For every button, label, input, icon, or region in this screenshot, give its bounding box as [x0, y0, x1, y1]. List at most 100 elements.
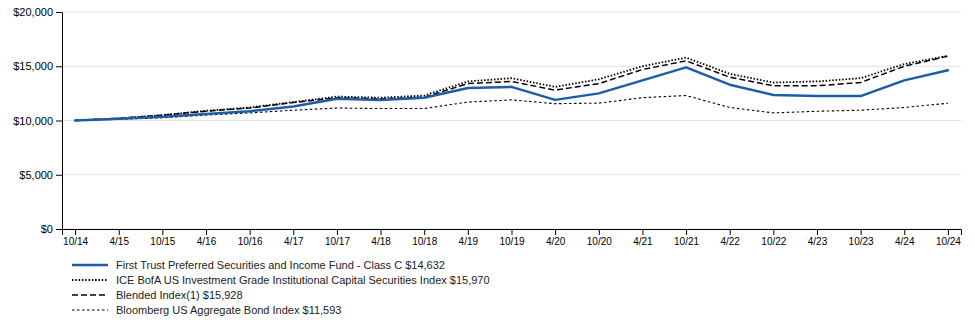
legend-label: ICE BofA US Investment Grade Institution… — [116, 274, 490, 286]
x-tick-label: 10/24 — [936, 236, 961, 247]
x-tick-label: 10/23 — [849, 236, 874, 247]
x-tick-mark — [686, 229, 687, 235]
x-tick: 10/18 — [412, 229, 437, 247]
x-tick: 10/21 — [674, 229, 699, 247]
chart: $0$5,000$10,000$15,000$20,00010/144/1510… — [0, 0, 975, 327]
grid-line — [62, 174, 961, 175]
y-tick-label: $0 — [41, 223, 53, 235]
legend-swatch — [72, 294, 108, 296]
x-tick: 4/19 — [459, 229, 479, 247]
legend: First Trust Preferred Securities and Inc… — [72, 259, 490, 316]
x-tick-label: 4/22 — [720, 236, 740, 247]
grid-line — [62, 66, 961, 67]
x-tick-mark — [381, 229, 382, 235]
y-tick: $5,000 — [19, 169, 62, 181]
y-axis: $0 $5,000 $10,000 $15,000 $20,000 — [13, 6, 62, 235]
x-tick: 4/24 — [895, 229, 915, 247]
x-tick: 4/15 — [109, 229, 129, 247]
legend-item: Bloomberg US Aggregate Bond Index $11,59… — [72, 304, 341, 316]
x-tick: 4/22 — [720, 229, 740, 247]
plot: $0$5,000$10,000$15,000$20,00010/144/1510… — [13, 6, 961, 247]
x-tick-mark — [75, 229, 76, 235]
x-tick-label: 10/16 — [238, 236, 263, 247]
y-tick-mark — [56, 12, 62, 13]
x-tick-mark — [337, 229, 338, 235]
x-tick: 10/14 — [63, 229, 88, 247]
y-tick-label: $5,000 — [19, 169, 53, 181]
y-tick-mark — [56, 229, 62, 230]
x-tick-label: 10/17 — [325, 236, 350, 247]
legend-label: Bloomberg US Aggregate Bond Index $11,59… — [116, 304, 341, 316]
x-tick: 4/16 — [197, 229, 217, 247]
x-tick: 10/16 — [238, 229, 263, 247]
y-tick: $10,000 — [13, 115, 62, 127]
y-tick-label: $15,000 — [13, 60, 53, 72]
x-tick-mark — [293, 229, 294, 235]
grid — [62, 12, 961, 229]
x-tick-label: 10/15 — [150, 236, 175, 247]
x-tick-mark — [162, 229, 163, 235]
x-tick-mark — [730, 229, 731, 235]
series-line — [75, 56, 948, 121]
legend-swatch — [72, 309, 108, 310]
x-tick-mark — [119, 229, 120, 235]
series-line — [75, 96, 948, 121]
x-tick-mark — [424, 229, 425, 235]
series-line — [75, 67, 948, 120]
x-tick-label: 4/17 — [284, 236, 304, 247]
x-tick-mark — [773, 229, 774, 235]
y-tick-mark — [56, 66, 62, 67]
x-tick: 10/17 — [325, 229, 350, 247]
x-tick-mark — [948, 229, 949, 235]
x-axis: 10/14 4/15 10/15 4/16 10/16 4/17 10/17 4/18 10/1… — [63, 229, 962, 247]
legend-label: First Trust Preferred Securities and Inc… — [116, 259, 445, 271]
series-line — [75, 56, 948, 120]
x-tick-mark — [206, 229, 207, 235]
x-tick: 10/24 — [936, 229, 961, 247]
legend-swatch — [72, 264, 108, 267]
x-tick: 4/17 — [284, 229, 304, 247]
x-tick-mark — [512, 229, 513, 235]
x-tick: 10/22 — [761, 229, 786, 247]
legend-swatch — [72, 279, 108, 281]
x-tick-mark — [642, 229, 643, 235]
x-tick: 10/23 — [849, 229, 874, 247]
y-tick: $15,000 — [13, 60, 62, 72]
y-tick-label: $10,000 — [13, 115, 53, 127]
x-tick-label: 10/21 — [674, 236, 699, 247]
x-tick-mark — [250, 229, 251, 235]
grid-line — [62, 120, 961, 121]
y-tick: $0 — [41, 223, 62, 235]
x-tick-label: 10/18 — [412, 236, 437, 247]
x-tick-label: 4/19 — [459, 236, 479, 247]
x-tick: 4/18 — [371, 229, 391, 247]
x-tick-label: 4/18 — [371, 236, 391, 247]
x-tick-label: 4/15 — [109, 236, 129, 247]
x-tick-mark — [555, 229, 556, 235]
x-tick: 4/23 — [808, 229, 828, 247]
x-tick-mark — [468, 229, 469, 235]
grid-line — [62, 12, 961, 13]
x-tick-label: 10/22 — [761, 236, 786, 247]
y-tick: $20,000 — [13, 6, 62, 18]
x-tick-mark — [904, 229, 905, 235]
x-tick-label: 4/16 — [197, 236, 217, 247]
x-tick: 4/20 — [546, 229, 566, 247]
x-tick-label: 4/21 — [633, 236, 653, 247]
x-tick-label: 4/20 — [546, 236, 566, 247]
y-tick-mark — [56, 121, 62, 122]
x-tick: 10/19 — [499, 229, 524, 247]
x-tick: 10/15 — [150, 229, 175, 247]
x-tick-mark — [861, 229, 862, 235]
x-tick: 10/20 — [587, 229, 612, 247]
legend-item: ICE BofA US Investment Grade Institution… — [72, 274, 490, 286]
legend-label: Blended Index(1) $15,928 — [116, 289, 243, 301]
x-tick-label: 4/24 — [895, 236, 915, 247]
x-axis-line — [63, 230, 962, 236]
x-tick-label: 4/23 — [808, 236, 828, 247]
x-tick-label: 10/20 — [587, 236, 612, 247]
x-tick-label: 10/19 — [499, 236, 524, 247]
y-tick-mark — [56, 175, 62, 176]
lines — [75, 56, 948, 121]
x-tick-label: 10/14 — [63, 236, 88, 247]
